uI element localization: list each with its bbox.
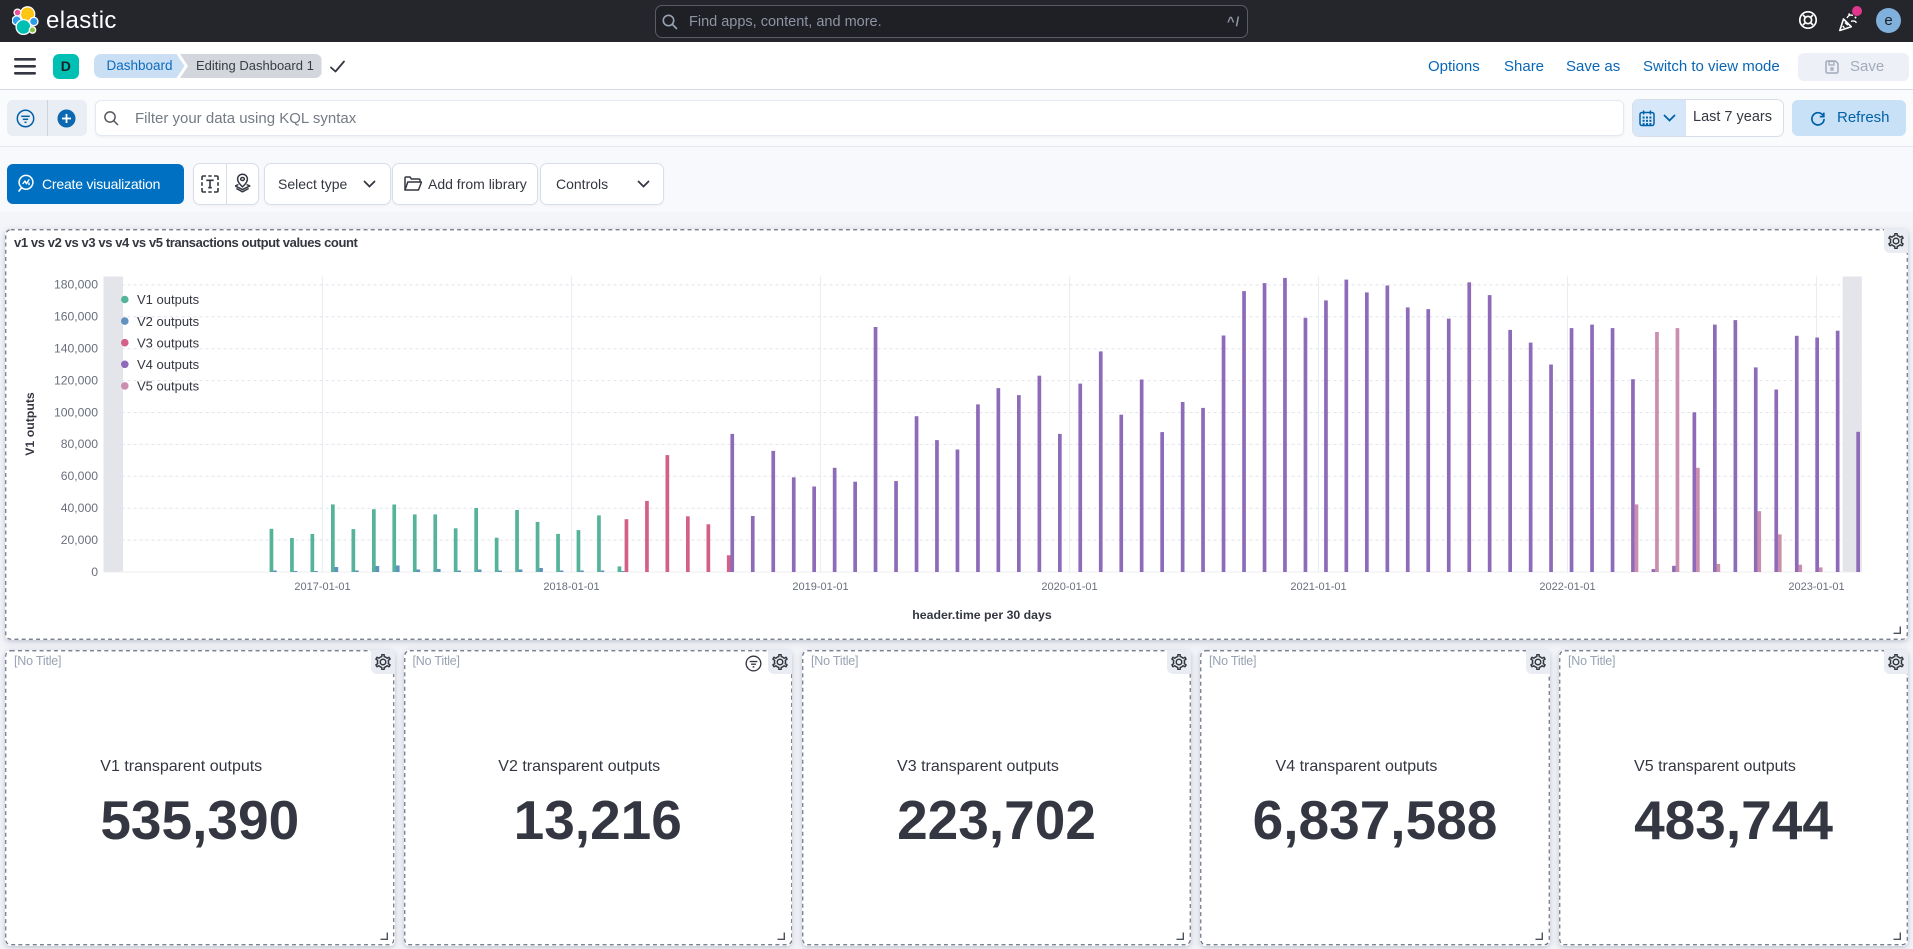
svg-text:80,000: 80,000 (61, 437, 98, 451)
svg-text:V1 outputs: V1 outputs (137, 292, 200, 307)
svg-text:V1 outputs: V1 outputs (23, 392, 37, 456)
svg-text:0: 0 (91, 564, 98, 578)
svg-text:160,000: 160,000 (54, 309, 98, 323)
svg-text:40,000: 40,000 (61, 501, 98, 515)
svg-text:2019-01-01: 2019-01-01 (792, 581, 848, 593)
svg-text:20,000: 20,000 (61, 532, 98, 546)
svg-text:2021-01-01: 2021-01-01 (1290, 581, 1346, 593)
svg-text:140,000: 140,000 (54, 341, 98, 355)
svg-text:2017-01-01: 2017-01-01 (294, 581, 350, 593)
svg-text:2020-01-01: 2020-01-01 (1041, 581, 1097, 593)
svg-text:60,000: 60,000 (61, 469, 98, 483)
svg-text:V2 outputs: V2 outputs (137, 313, 200, 328)
svg-text:2018-01-01: 2018-01-01 (543, 581, 599, 593)
svg-text:100,000: 100,000 (54, 405, 98, 419)
svg-text:2022-01-01: 2022-01-01 (1539, 581, 1595, 593)
svg-text:180,000: 180,000 (54, 277, 98, 291)
svg-text:120,000: 120,000 (54, 373, 98, 387)
svg-text:V4 outputs: V4 outputs (137, 357, 200, 372)
svg-text:2023-01-01: 2023-01-01 (1788, 581, 1844, 593)
svg-text:V5 outputs: V5 outputs (137, 378, 200, 393)
svg-text:V3 outputs: V3 outputs (137, 335, 200, 350)
svg-text:header.time per 30 days: header.time per 30 days (912, 608, 1052, 622)
